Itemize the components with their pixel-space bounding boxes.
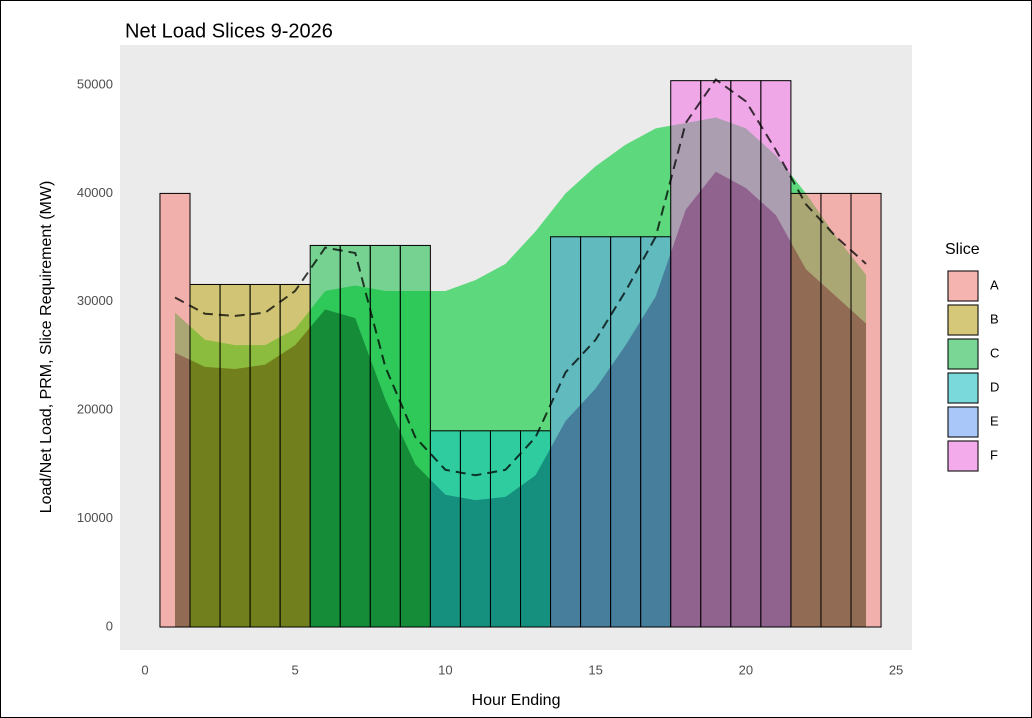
bar [369, 244, 401, 628]
y-tick-label: 0 [106, 618, 113, 633]
bar [309, 244, 341, 628]
legend-swatch [947, 440, 979, 472]
bar [429, 430, 461, 628]
x-tick-label: 15 [588, 662, 602, 677]
x-tick-label: 10 [438, 662, 452, 677]
bar [550, 236, 582, 628]
legend-label: E [990, 413, 999, 428]
y-tick-label: 30000 [77, 293, 113, 308]
legend-label: A [990, 277, 999, 292]
bar [700, 80, 732, 628]
x-tick-label: 5 [292, 662, 299, 677]
bar [249, 283, 281, 628]
legend-swatch [947, 372, 979, 404]
legend-swatch [947, 304, 979, 336]
bar [820, 192, 852, 628]
x-axis-label: Hour Ending [472, 692, 561, 709]
x-tick-label: 20 [739, 662, 753, 677]
legend-swatch [947, 338, 979, 370]
x-tick-label: 0 [141, 662, 148, 677]
legend-label: C [990, 345, 999, 360]
bar [520, 430, 552, 628]
legend-swatch [947, 406, 979, 438]
line [174, 78, 867, 477]
bar [730, 80, 762, 628]
y-tick-label: 10000 [77, 510, 113, 525]
bar [189, 283, 221, 628]
bar [159, 192, 191, 628]
bar [610, 236, 642, 628]
x-tick-label: 25 [889, 662, 903, 677]
bar [790, 192, 822, 628]
y-tick-label: 20000 [77, 402, 113, 417]
bar [339, 244, 371, 628]
legend-label: F [990, 447, 998, 462]
chart-title: Net Load Slices 9-2026 [125, 20, 333, 42]
y-axis-label: Load/Net Load, PRM, Slice Requirement (M… [38, 181, 55, 514]
y-tick-label: 50000 [77, 76, 113, 91]
bar [279, 283, 311, 628]
legend-label: D [990, 379, 999, 394]
bar [850, 192, 882, 628]
bar [459, 430, 491, 628]
bar [760, 80, 792, 628]
legend-swatch [947, 270, 979, 302]
legend-label: B [990, 311, 999, 326]
bar [640, 236, 672, 628]
y-tick-label: 40000 [77, 185, 113, 200]
bar [489, 430, 522, 628]
bar [219, 283, 251, 628]
legend-title: Slice [945, 241, 980, 258]
bar [580, 236, 612, 628]
